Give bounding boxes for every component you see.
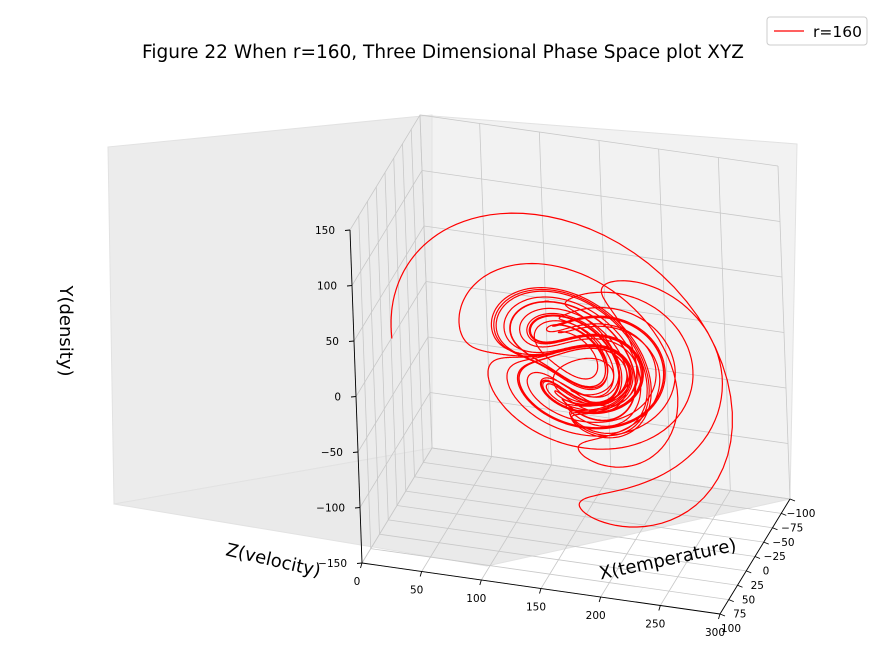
x-tick-label: −100 — [787, 508, 816, 520]
grid-line-x — [414, 476, 773, 529]
x-tick-label: −50 — [772, 537, 794, 549]
grid-line-x — [379, 533, 738, 586]
legend-label: r=160 — [813, 23, 862, 41]
x-axis-ticks: −100 −75 −50 −25 0 25 50 75 100 — [721, 508, 815, 635]
grid-line-x — [388, 519, 747, 572]
x-tick-mark — [789, 498, 796, 502]
x-tick-label: 0 — [763, 566, 770, 578]
y-tick-mark — [350, 396, 357, 398]
series-line-r160 — [390, 212, 733, 528]
y-tick-label: 50 — [326, 336, 339, 348]
legend-box — [766, 16, 868, 46]
y-tick-mark — [356, 562, 363, 564]
grid-line-x — [370, 548, 729, 601]
x-tick-mark — [719, 613, 726, 617]
z-tick-mark — [718, 613, 721, 620]
y-tick-label: −50 — [321, 447, 343, 459]
x-tick-mark — [763, 541, 769, 545]
z-tick-label: 100 — [466, 593, 486, 605]
grid-line-x — [402, 143, 415, 477]
z-tick-label: 200 — [586, 610, 606, 622]
grid-line-z — [717, 157, 731, 491]
left-pane — [107, 114, 433, 505]
z-tick-mark — [539, 588, 542, 594]
z-axis-ticks: 0 50 100 150 200 250 300 — [354, 576, 725, 639]
legend: r=160 — [766, 16, 868, 46]
z-tick-mark — [419, 571, 423, 577]
grid-line-x — [419, 114, 433, 449]
x-tick-mark — [772, 527, 778, 531]
z-axis-label: Z(velocity) — [224, 540, 323, 582]
x-tick-label: −75 — [781, 522, 803, 534]
y-axis-ticks: −150 −100 −50 0 50 100 150 — [315, 225, 347, 570]
x-tick-label: −25 — [764, 551, 786, 563]
grid-line-x — [396, 505, 756, 557]
y-axis-label: Y(density) — [55, 284, 76, 376]
x-tick-label: 75 — [733, 609, 746, 621]
y-tick-label: 100 — [317, 281, 337, 293]
grid-line-z — [777, 165, 791, 500]
grid-line-x — [375, 186, 389, 520]
grid-line-x — [423, 461, 782, 514]
y-tick-mark — [344, 229, 351, 231]
x-tick-mark — [728, 599, 734, 603]
x-tick-label: 100 — [721, 623, 741, 635]
y-tick-mark — [352, 451, 359, 453]
z-tick-mark — [658, 605, 661, 611]
grid-line-z — [479, 123, 493, 457]
x-tick-mark — [781, 512, 787, 516]
grid-line-x — [367, 201, 380, 535]
x-tick-label: 25 — [751, 580, 764, 592]
grid-line-x — [393, 158, 407, 492]
z-tick-label: 150 — [526, 602, 546, 614]
grid-line-x — [410, 129, 424, 463]
z-tick-label: 0 — [354, 576, 361, 588]
y-tick-mark — [348, 340, 355, 342]
grid-line-x — [384, 172, 398, 506]
x-tick-label: 50 — [742, 594, 755, 606]
x-axis-label: X(temperature) — [597, 535, 738, 585]
chart-title: Figure 22 When r=160, Three Dimensional … — [142, 42, 744, 63]
y-tick-label: −150 — [318, 558, 347, 570]
y-tick-label: −100 — [316, 503, 345, 515]
grid-line-z — [598, 140, 612, 474]
y-tick-mark — [354, 507, 361, 509]
y-tick-mark — [346, 285, 353, 287]
x-tick-mark — [746, 570, 752, 574]
z-tick-label: 250 — [645, 619, 665, 631]
grid-line-x — [405, 490, 764, 543]
z-tick-label: 300 — [705, 627, 725, 639]
x-tick-mark — [754, 556, 761, 559]
grid-line-x — [431, 447, 791, 500]
y-tick-label: 150 — [315, 225, 335, 237]
z-tick-mark — [598, 596, 602, 603]
z-tick-mark — [360, 562, 363, 569]
x-tick-mark — [737, 584, 743, 588]
tick-marks — [344, 229, 796, 620]
y-tick-label: 0 — [334, 392, 341, 404]
z-tick-mark — [479, 579, 482, 586]
z-tick-label: 50 — [410, 585, 423, 597]
grid-line-x — [358, 215, 372, 549]
